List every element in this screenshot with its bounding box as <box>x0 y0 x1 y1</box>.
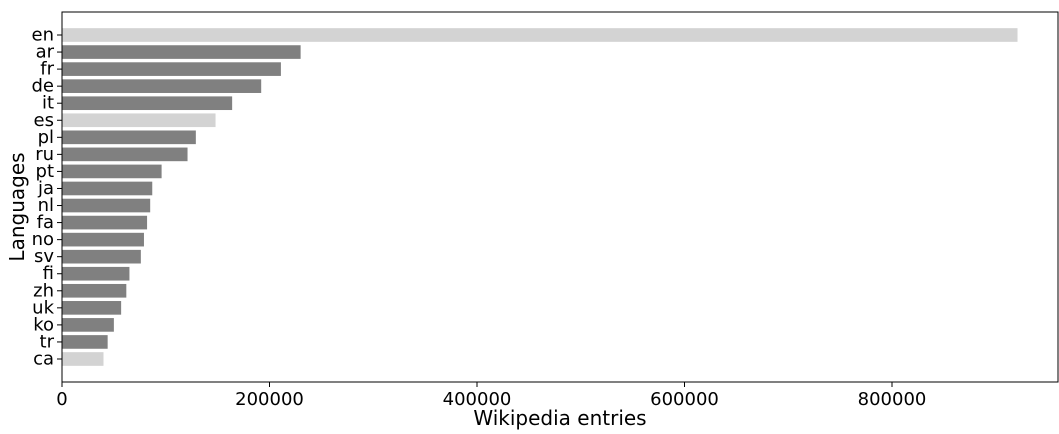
y-tick-label: ko <box>33 314 54 335</box>
bar-en <box>62 28 1018 42</box>
y-tick-label: ja <box>37 178 54 199</box>
y-tick-label: ar <box>36 42 55 63</box>
bar-ca <box>62 352 104 366</box>
bar-uk <box>62 301 122 315</box>
bar-fa <box>62 215 148 230</box>
y-tick-label: ca <box>33 349 54 370</box>
bar-sv <box>62 249 141 264</box>
y-tick-label: sv <box>34 246 54 267</box>
x-tick-label: 800000 <box>858 389 927 410</box>
x-axis-title: Wikipedia entries <box>473 406 646 430</box>
y-tick-label: es <box>34 110 54 131</box>
x-ticks: 0 200000 400000 600000 800000 <box>56 382 926 410</box>
y-tick-label: de <box>32 76 55 97</box>
bar-ru <box>62 147 188 162</box>
y-tick-label: en <box>32 25 54 46</box>
bar-pt <box>62 164 162 179</box>
y-tick-label: pl <box>38 127 54 148</box>
y-axis-title: Languages <box>5 152 29 261</box>
bar-nl <box>62 198 151 213</box>
bar-ar <box>62 45 301 59</box>
bar-de <box>62 79 262 93</box>
bar-es <box>62 113 216 128</box>
bar-fi <box>62 266 130 281</box>
bar-ko <box>62 318 114 332</box>
y-tick-label: tr <box>40 331 55 352</box>
y-tick-label: no <box>32 229 54 250</box>
y-tick-label: fi <box>43 263 54 284</box>
y-tick-label: ru <box>35 144 54 165</box>
x-tick-label: 200000 <box>235 389 304 410</box>
y-tick-label: uk <box>32 297 54 318</box>
bar-no <box>62 232 144 247</box>
bars-group <box>62 28 1018 366</box>
y-tick-label: it <box>42 93 54 114</box>
bar-fr <box>62 62 281 76</box>
x-tick-label: 400000 <box>443 389 512 410</box>
bar-it <box>62 96 233 111</box>
x-tick-label: 600000 <box>650 389 719 410</box>
y-tick-label: fa <box>37 212 54 233</box>
axes-frame <box>61 11 1059 383</box>
y-tick-label: zh <box>33 280 54 301</box>
y-tick-label: pt <box>36 161 54 182</box>
bar-tr <box>62 335 108 349</box>
bar-pl <box>62 130 196 145</box>
x-tick-label: 0 <box>56 389 67 410</box>
bar-zh <box>62 283 127 298</box>
y-tick-label: fr <box>40 59 54 80</box>
y-tick-label: nl <box>38 195 54 216</box>
bar-ja <box>62 181 153 196</box>
